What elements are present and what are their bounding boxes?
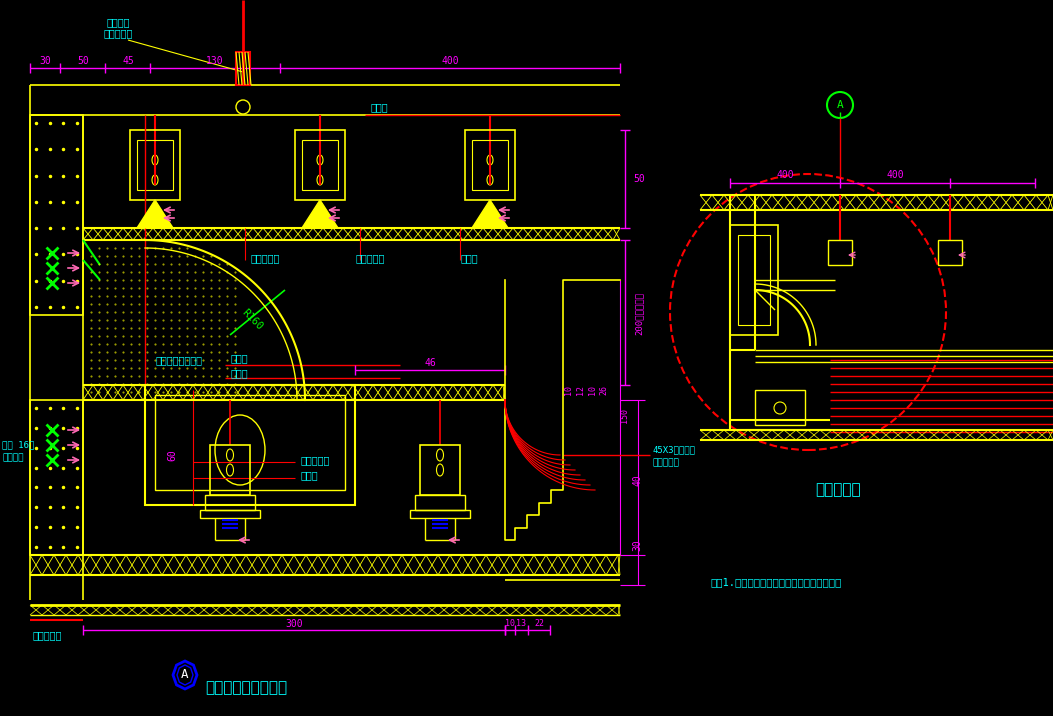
Text: 纸面石膏板: 纸面石膏板 <box>355 253 384 263</box>
Bar <box>420 445 460 495</box>
Bar <box>472 140 508 190</box>
Text: R160: R160 <box>240 308 264 332</box>
Text: 吊顶灯槽带剖面大样: 吊顶灯槽带剖面大样 <box>205 680 287 695</box>
Bar <box>130 130 180 200</box>
Bar <box>210 445 250 495</box>
Text: 26: 26 <box>599 385 609 395</box>
Text: 22: 22 <box>534 619 544 629</box>
Text: 双股 16号: 双股 16号 <box>2 440 35 450</box>
Text: 纸面石膏板: 纸面石膏板 <box>300 455 330 465</box>
Text: 灯槽带剖面: 灯槽带剖面 <box>815 483 860 498</box>
Text: 13: 13 <box>516 619 526 629</box>
Bar <box>155 395 345 490</box>
Text: （成焊板）: （成焊板） <box>103 28 133 38</box>
Text: 10: 10 <box>563 385 573 395</box>
Text: 30: 30 <box>632 539 642 551</box>
Bar <box>465 130 515 200</box>
Text: 150: 150 <box>620 407 629 422</box>
Polygon shape <box>472 200 508 228</box>
Text: 次龙骨: 次龙骨 <box>460 253 478 263</box>
Text: 主龙骨: 主龙骨 <box>300 470 318 480</box>
Bar <box>145 385 355 505</box>
Text: 40: 40 <box>632 474 642 486</box>
Text: 10: 10 <box>588 385 596 395</box>
Text: 46: 46 <box>424 358 436 368</box>
Bar <box>137 140 173 190</box>
Bar <box>236 52 250 85</box>
Text: 附加次龙骨: 附加次龙骨 <box>250 253 279 263</box>
Bar <box>29 115 83 315</box>
Text: 主龙骨: 主龙骨 <box>370 102 388 112</box>
Text: 400: 400 <box>887 170 903 180</box>
Bar <box>410 510 470 518</box>
Text: 石膏圆角（安装）: 石膏圆角（安装） <box>155 355 202 365</box>
Bar <box>205 495 255 510</box>
Polygon shape <box>302 200 338 228</box>
Bar <box>415 495 465 510</box>
Text: 空装钢筋: 空装钢筋 <box>106 17 130 27</box>
Text: 与主龙骨接: 与主龙骨接 <box>652 458 679 468</box>
Text: 批腻子: 批腻子 <box>230 353 247 363</box>
Text: 400: 400 <box>441 56 459 66</box>
Text: 30: 30 <box>39 56 51 66</box>
Text: A: A <box>837 100 843 110</box>
Bar <box>200 510 260 518</box>
Bar <box>938 240 962 265</box>
Text: 60: 60 <box>167 449 177 461</box>
Bar <box>755 390 804 425</box>
Text: 纸面石膏板: 纸面石膏板 <box>32 630 61 640</box>
Bar <box>730 225 778 335</box>
Text: A: A <box>181 669 188 682</box>
Text: 400: 400 <box>776 170 794 180</box>
Text: 50: 50 <box>633 174 644 184</box>
Bar <box>302 140 338 190</box>
Text: 50: 50 <box>77 56 88 66</box>
Bar <box>295 130 345 200</box>
Text: 日光灯: 日光灯 <box>230 368 247 378</box>
Text: 10: 10 <box>505 619 515 629</box>
Bar <box>828 240 852 265</box>
Text: 200（楼板厚）: 200（楼板厚） <box>635 291 644 334</box>
Text: 镀锌钢丝: 镀锌钢丝 <box>2 453 23 463</box>
Text: 45: 45 <box>122 56 134 66</box>
Text: 12: 12 <box>576 385 584 395</box>
Bar <box>29 400 83 555</box>
Text: 300: 300 <box>285 619 303 629</box>
Text: 45X3通长扁铁: 45X3通长扁铁 <box>652 445 695 455</box>
Text: 注：1.纸面石膏板表面刷乳胶漆或粘贴壁纸。: 注：1.纸面石膏板表面刷乳胶漆或粘贴壁纸。 <box>710 577 841 587</box>
Bar <box>738 235 770 325</box>
Polygon shape <box>137 200 173 228</box>
Text: 130: 130 <box>206 56 224 66</box>
